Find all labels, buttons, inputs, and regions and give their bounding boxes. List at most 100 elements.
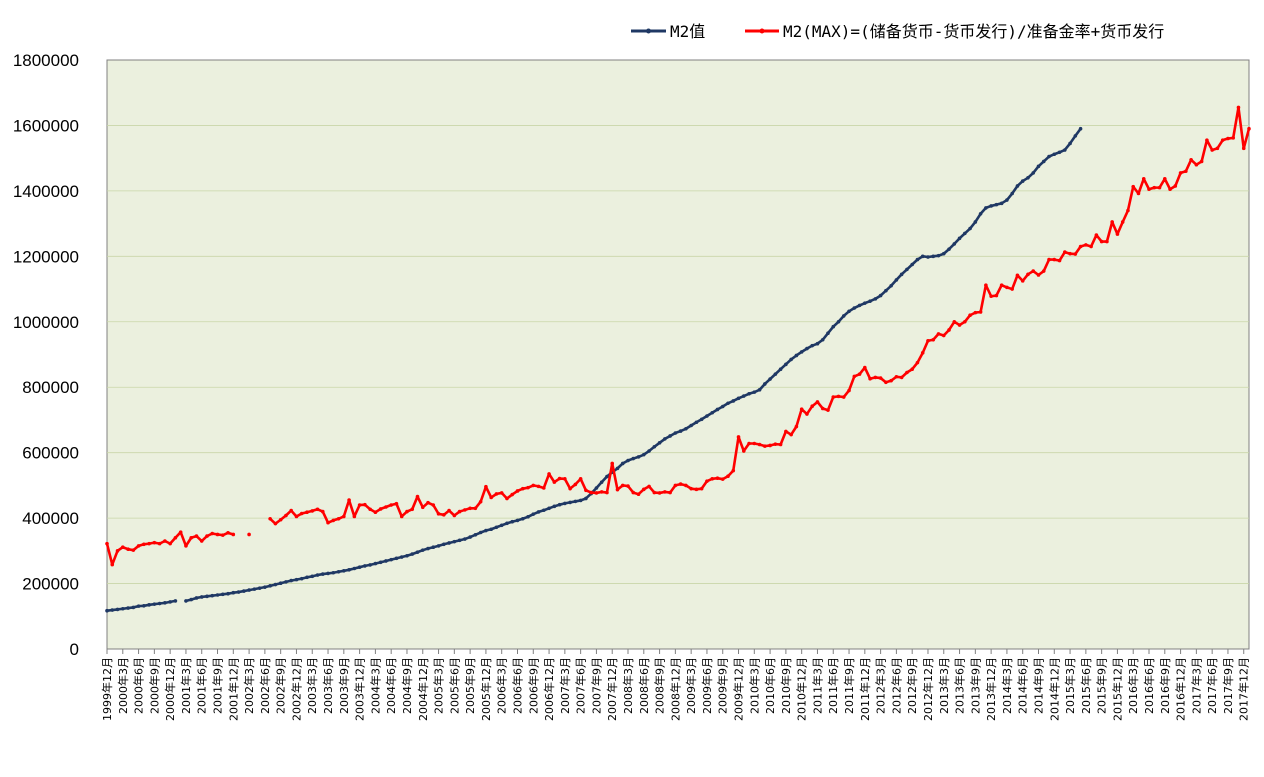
data-point (1047, 257, 1051, 262)
x-tick-label: 2000年12月 (163, 657, 177, 721)
data-point (620, 461, 625, 466)
data-point (1073, 134, 1078, 138)
data-point (410, 552, 415, 556)
data-point (1041, 159, 1046, 164)
data-point (920, 254, 925, 259)
data-point (794, 424, 799, 429)
data-point (963, 319, 967, 324)
data-point (247, 532, 251, 537)
data-point (731, 399, 736, 403)
data-point (894, 278, 899, 282)
data-point (973, 310, 978, 315)
data-point (499, 523, 504, 528)
data-point (1068, 141, 1072, 146)
data-point (226, 531, 230, 535)
data-point (368, 507, 372, 512)
data-point (384, 505, 388, 509)
data-point (510, 519, 515, 524)
data-point (705, 414, 709, 418)
data-point (210, 531, 215, 536)
data-point (1168, 187, 1172, 192)
data-point (473, 533, 478, 537)
x-tick-label: 2011年3月 (810, 657, 824, 714)
data-point (1226, 136, 1230, 141)
data-point (184, 544, 188, 548)
data-point (815, 341, 820, 346)
data-point (384, 559, 388, 563)
data-point (505, 521, 509, 526)
data-point (1110, 220, 1114, 224)
data-point (947, 328, 951, 332)
y-tick-label: 1200000 (13, 247, 79, 266)
data-point (110, 562, 115, 567)
x-tick-label: 2016年3月 (1126, 657, 1140, 714)
data-point (989, 204, 993, 208)
data-point (884, 288, 888, 293)
data-point (668, 434, 672, 438)
data-point (557, 502, 562, 507)
data-point (531, 512, 536, 516)
x-tick-label: 2011年6月 (826, 657, 840, 714)
data-point (273, 521, 278, 526)
data-point (315, 507, 320, 512)
data-point (1157, 185, 1162, 190)
data-point (1068, 251, 1072, 256)
data-point (163, 601, 167, 605)
x-tick-label: 2002年3月 (242, 657, 256, 714)
data-point (184, 599, 188, 603)
data-point (747, 441, 751, 446)
x-tick-label: 2016年12月 (1174, 657, 1188, 721)
data-point (520, 516, 525, 521)
data-point (336, 516, 341, 521)
data-point (1120, 220, 1125, 224)
data-point (763, 382, 767, 386)
data-point (568, 500, 572, 505)
data-point (831, 324, 836, 329)
data-point (720, 404, 725, 409)
data-point (399, 514, 404, 519)
data-point (899, 272, 904, 277)
data-point (694, 487, 699, 492)
x-tick-label: 2014年12月 (1047, 657, 1061, 721)
data-point (931, 337, 936, 342)
data-point (426, 500, 430, 505)
data-point (736, 435, 741, 439)
data-point (205, 534, 209, 538)
data-point (542, 486, 546, 490)
data-point (657, 441, 662, 445)
data-point (394, 501, 399, 506)
data-point (326, 571, 330, 576)
data-point (552, 480, 557, 484)
x-axis: 1999年12月 2000年3月 2000年6月 2000年9月 2000年12月 200… (100, 648, 1251, 721)
x-tick-label: 2013年3月 (937, 657, 951, 714)
data-point (452, 513, 457, 518)
data-point (973, 220, 978, 224)
data-point (736, 396, 741, 401)
data-point (1036, 273, 1041, 277)
data-point (463, 537, 467, 541)
data-point (1210, 148, 1214, 152)
data-point (278, 517, 283, 522)
data-point (531, 483, 536, 488)
data-point (473, 506, 478, 511)
data-point (1220, 138, 1225, 142)
x-tick-label: 2001年3月 (179, 657, 193, 714)
data-point (442, 542, 446, 547)
data-point (978, 310, 983, 314)
data-point (199, 595, 204, 599)
y-tick-label: 800000 (22, 378, 79, 397)
data-point (820, 337, 825, 342)
data-point (705, 479, 709, 483)
data-point (273, 582, 278, 587)
data-point (1052, 152, 1057, 157)
x-tick-label: 2003年3月 (305, 657, 319, 714)
data-point (857, 303, 862, 308)
x-tick-label: 2008年6月 (637, 657, 651, 714)
data-point (268, 584, 272, 588)
x-tick-label: 2004年12月 (416, 657, 430, 721)
data-point (278, 581, 283, 586)
data-point (726, 401, 730, 406)
series-1 (105, 105, 1251, 567)
data-point (452, 539, 457, 544)
